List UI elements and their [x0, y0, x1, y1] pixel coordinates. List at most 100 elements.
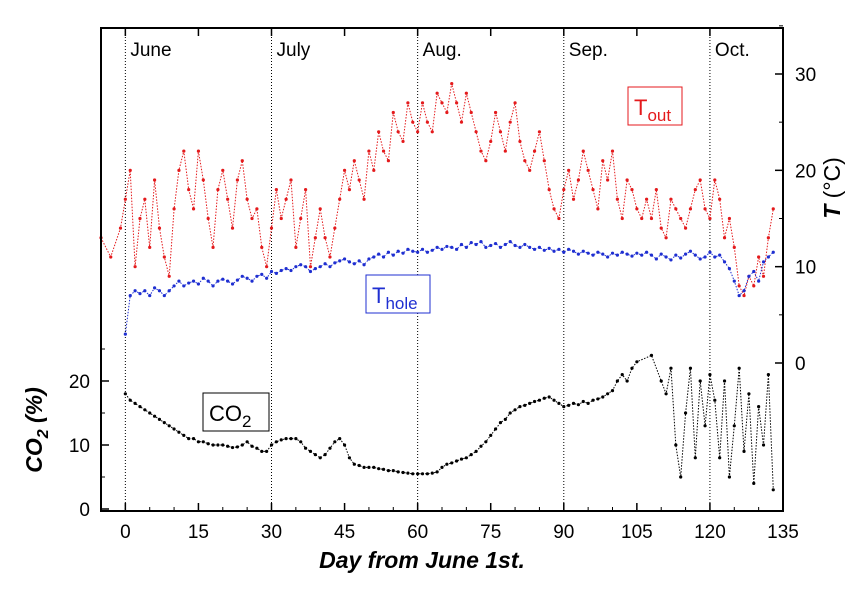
data-point: [679, 475, 683, 479]
legend-thole: Thole: [372, 283, 418, 313]
data-point: [591, 188, 595, 192]
data-point: [386, 469, 391, 473]
data-point: [284, 197, 288, 201]
data-point: [206, 442, 210, 446]
data-point: [693, 456, 697, 460]
data-point: [128, 168, 132, 172]
data-point: [718, 197, 722, 201]
co2-axis-title-unit: (%): [21, 387, 47, 429]
series-line: [100, 83, 774, 298]
data-point: [547, 188, 551, 192]
data-point: [703, 424, 707, 428]
legend-tout-box: [627, 86, 683, 126]
month-label: Oct.: [715, 40, 750, 61]
temperature-axis-title-unit: (°C): [819, 157, 845, 198]
x-tick-label: 105: [621, 522, 653, 543]
data-point: [654, 188, 658, 192]
data-point: [157, 226, 162, 230]
data-point: [240, 159, 244, 163]
legend-co2-sub: 2: [242, 412, 251, 431]
x-tick-label: 45: [334, 522, 355, 543]
data-point: [601, 159, 605, 163]
data-point: [333, 226, 337, 230]
data-point: [640, 253, 644, 257]
data-point: [718, 456, 722, 460]
temperature-axis-title-symbol: T: [819, 198, 845, 218]
data-point: [518, 139, 522, 144]
legend-co2-box: [202, 392, 270, 432]
data-point: [294, 245, 298, 249]
data-point: [503, 149, 507, 153]
data-point: [148, 245, 152, 249]
data-point: [752, 481, 756, 485]
data-point: [372, 465, 376, 469]
series-line: [125, 354, 774, 490]
data-point: [191, 437, 196, 441]
data-point: [177, 168, 181, 172]
data-point: [401, 470, 405, 475]
x-tick-label: 0: [120, 522, 131, 543]
data-point: [260, 245, 264, 249]
axes: [100, 25, 784, 511]
co2-tick-label: 10: [69, 436, 90, 457]
data-point: [649, 216, 654, 221]
temperature-tick-label: 10: [795, 258, 816, 279]
data-point: [123, 332, 127, 336]
data-point: [683, 226, 688, 230]
data-point: [596, 207, 600, 211]
data-point: [211, 443, 215, 447]
data-point: [352, 159, 356, 163]
x-tick-label: 30: [261, 522, 282, 543]
x-tick-label: 75: [480, 522, 501, 543]
legend-thole-box: [365, 274, 431, 314]
data-point: [742, 449, 746, 453]
co2-tick-label: 0: [79, 500, 90, 521]
data-point: [226, 444, 230, 448]
data-point: [255, 207, 259, 211]
data-point: [713, 255, 717, 259]
data-point: [289, 437, 293, 441]
data-point: [620, 216, 624, 221]
data-point: [532, 149, 537, 153]
data-point: [459, 120, 464, 124]
data-point: [211, 245, 215, 249]
data-point: [191, 207, 196, 211]
temperature-panel: [99, 82, 775, 336]
data-point: [143, 197, 147, 201]
data-point: [498, 130, 503, 134]
data-point: [747, 392, 751, 396]
legend-tout-main: T: [634, 95, 647, 120]
data-point: [757, 255, 761, 259]
data-point: [411, 472, 415, 476]
data-point: [771, 207, 775, 211]
data-point: [187, 437, 191, 441]
temperature-tick-label: 0: [795, 354, 806, 375]
co2-axis-title: CO2 (%): [21, 387, 52, 473]
month-label: June: [130, 40, 171, 61]
legend-tout-sub: out: [647, 106, 671, 125]
data-point: [377, 130, 381, 134]
data-point: [299, 216, 303, 221]
legend-co2: CO2: [209, 401, 251, 431]
month-label: July: [277, 40, 311, 61]
data-point: [683, 411, 688, 415]
data-point: [372, 168, 376, 172]
data-point: [552, 207, 556, 211]
co2-axis-title-main: CO: [21, 438, 47, 473]
data-point: [245, 197, 249, 201]
x-tick-label: 15: [188, 522, 209, 543]
x-tick-label: 60: [407, 522, 428, 543]
legend-thole-sub: hole: [385, 294, 417, 313]
data-point: [674, 443, 678, 447]
x-tick-label: 90: [553, 522, 574, 543]
labels: June July Aug. Sep. Oct. 0 15 30 45 60 75 90 105 120 1…: [21, 40, 845, 573]
data-point: [172, 207, 176, 211]
data-point: [722, 236, 727, 240]
data-point: [318, 207, 322, 211]
data-point: [206, 216, 210, 221]
data-point: [396, 470, 400, 474]
data-point: [523, 159, 527, 163]
data-point: [659, 226, 663, 230]
data-point: [513, 101, 517, 105]
